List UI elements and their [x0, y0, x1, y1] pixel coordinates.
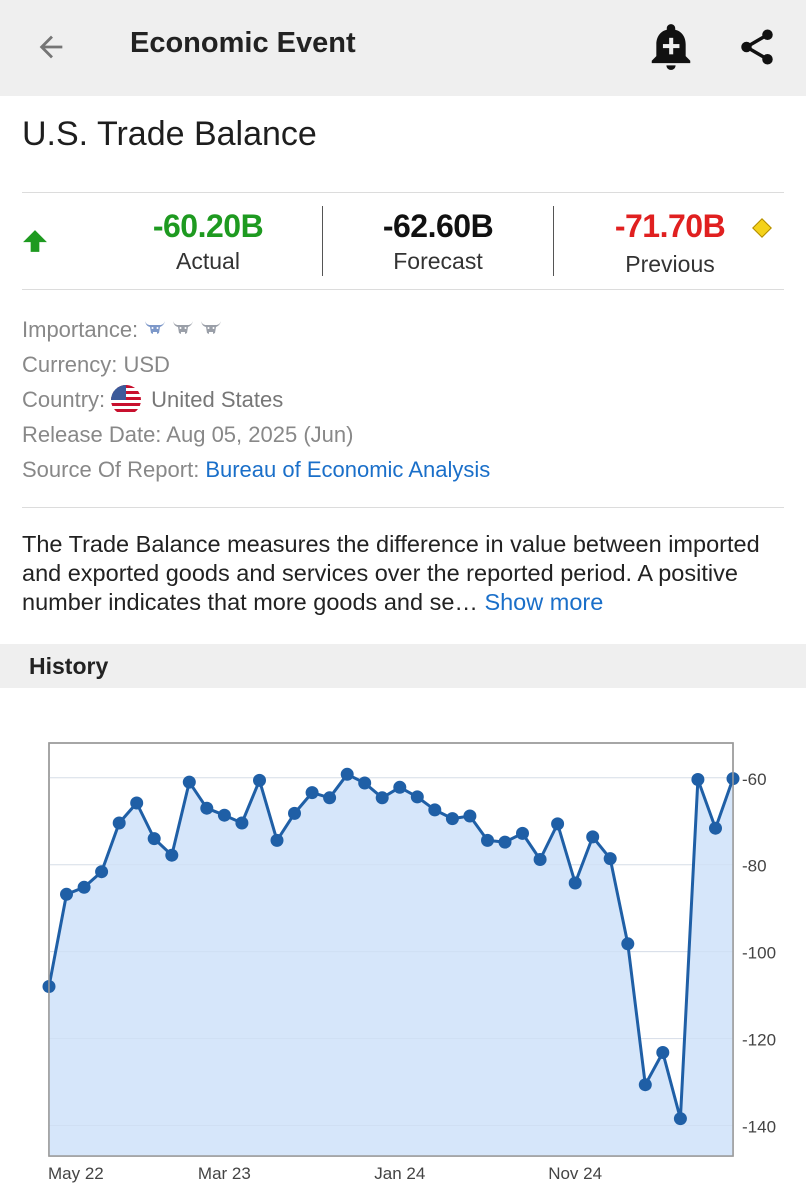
actual-value: -60.20B [152, 208, 264, 244]
us-flag-icon [111, 384, 142, 415]
data-point [340, 767, 354, 781]
data-point [323, 791, 337, 805]
source-link[interactable]: Bureau of Economic Analysis [205, 457, 491, 482]
data-point [130, 796, 144, 810]
data-point [656, 1046, 670, 1059]
show-more-link[interactable]: Show more [484, 589, 604, 615]
data-point [358, 776, 372, 790]
share-icon [741, 29, 773, 65]
bull-icon [200, 312, 222, 347]
data-point [428, 803, 442, 817]
source-label: Source Of Report: [22, 457, 200, 482]
forecast-block: -62.60B Forecast [348, 208, 528, 275]
release-date-row: Release Date: Aug 05, 2025 (Jun) [22, 422, 354, 447]
data-point [305, 786, 319, 800]
event-title: U.S. Trade Balance [22, 115, 317, 153]
divider [553, 206, 554, 276]
data-point [533, 853, 547, 866]
data-point [288, 806, 301, 820]
data-point [498, 835, 512, 849]
data-point [95, 865, 109, 879]
event-description: The Trade Balance measures the differenc… [22, 530, 792, 617]
data-point [551, 817, 565, 831]
data-point [410, 790, 424, 804]
arrow-left-icon [39, 35, 63, 59]
back-button[interactable] [26, 22, 76, 72]
bull-icon [144, 312, 166, 347]
data-point [691, 773, 705, 786]
forecast-label: Forecast [393, 248, 483, 274]
data-point [77, 880, 91, 894]
history-chart: -60 -80 -100 -120 -140 May 22 Mar 23 Jan 24 Nov … [0, 730, 806, 1199]
arrow-up-icon [22, 228, 48, 259]
share-button[interactable] [730, 18, 784, 76]
importance-label: Importance: [22, 317, 139, 342]
x-tick-label: Mar 23 [198, 1164, 251, 1183]
forecast-value: -62.60B [382, 208, 494, 244]
data-point [253, 773, 266, 787]
event-details: Importance: Currency: USD Country: Unite… [22, 312, 490, 487]
description-text: The Trade Balance measures the differenc… [22, 531, 760, 615]
plot-border [48, 742, 734, 1157]
data-point [217, 808, 231, 822]
country-row: Country: United States [22, 382, 490, 417]
x-tick-label: Nov 24 [548, 1164, 602, 1183]
data-point [568, 876, 582, 890]
y-tick-label: -120 [742, 1031, 776, 1050]
data-point [445, 812, 459, 826]
importance-row: Importance: [22, 312, 490, 347]
history-section-header: History [0, 644, 806, 688]
actual-block: -60.20B Actual [118, 208, 298, 275]
currency-row: Currency: USD [22, 352, 170, 377]
data-point [375, 791, 389, 805]
previous-block: -71.70B Previous [580, 208, 760, 278]
data-point [603, 852, 617, 866]
data-point [709, 821, 722, 835]
divider [22, 507, 784, 508]
data-point [112, 816, 126, 830]
data-point [673, 1112, 687, 1126]
event-values: -60.20B Actual -62.60B Forecast -71.70B … [0, 193, 806, 289]
data-point [516, 826, 529, 840]
data-point [463, 809, 477, 823]
data-point [60, 887, 73, 901]
series-line [47, 772, 735, 1121]
data-point [270, 833, 284, 847]
app-bar-title: Economic Event [130, 27, 356, 59]
history-chart-svg: -60 -80 -100 -120 -140 May 22 Mar 23 Jan 24 Nov … [42, 742, 776, 1183]
y-tick-label: -80 [742, 857, 767, 876]
data-point [481, 833, 494, 847]
data-point [621, 937, 635, 951]
previous-value: -71.70B [614, 208, 726, 244]
data-point [165, 848, 179, 862]
data-point [235, 816, 249, 830]
add-alert-button[interactable] [644, 18, 698, 76]
divider [322, 206, 323, 276]
series-area [49, 774, 733, 1156]
x-tick-label: Jan 24 [374, 1164, 425, 1183]
previous-label: Previous [625, 251, 715, 277]
country-value: United States [151, 387, 284, 412]
data-point [200, 801, 214, 815]
history-label: History [29, 653, 109, 679]
country-label: Country: [22, 387, 106, 412]
bell-plus-icon [651, 24, 691, 70]
data-point [393, 780, 407, 794]
bull-icon [172, 312, 194, 347]
x-tick-label: May 22 [48, 1164, 104, 1183]
app-bar: Economic Event [0, 0, 806, 96]
divider [22, 289, 784, 290]
data-point [586, 830, 600, 844]
source-row: Source Of Report: Bureau of Economic Ana… [22, 452, 490, 487]
actual-label: Actual [176, 248, 240, 274]
divider [22, 192, 784, 193]
y-tick-label: -60 [742, 770, 767, 789]
data-point [147, 832, 161, 846]
y-tick-label: -100 [742, 944, 776, 963]
data-point [638, 1078, 652, 1092]
y-tick-label: -140 [742, 1118, 776, 1137]
data-point [182, 775, 196, 789]
